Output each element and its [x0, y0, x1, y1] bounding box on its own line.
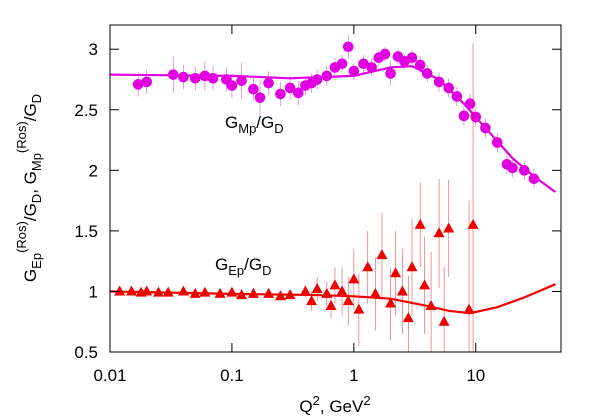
y-axis-label: GEp(Ros)/GD, GMp(Ros)/GD	[14, 94, 44, 282]
point	[348, 65, 360, 77]
point	[379, 48, 391, 60]
y-tick-label: 1.5	[74, 222, 98, 241]
point	[311, 74, 323, 85]
point	[132, 79, 144, 90]
point	[292, 87, 304, 99]
point	[348, 273, 360, 284]
point	[528, 173, 540, 185]
point	[236, 75, 247, 87]
point	[518, 165, 530, 176]
point	[369, 287, 381, 298]
point	[263, 287, 275, 298]
y-tick-label: 0.5	[74, 343, 98, 362]
x-tick-label: 1	[349, 366, 358, 385]
point	[390, 267, 402, 278]
point	[414, 59, 426, 71]
point	[254, 92, 266, 103]
y-tick-label: 3	[89, 40, 98, 59]
point	[433, 227, 445, 238]
annotation: GEp/GD	[215, 255, 271, 278]
fit-line	[110, 283, 556, 315]
point	[463, 303, 475, 314]
point	[329, 279, 341, 290]
fit-line	[110, 65, 557, 194]
point	[306, 295, 318, 306]
point	[402, 312, 414, 323]
x-tick-label: 0.01	[93, 366, 126, 385]
point	[178, 71, 189, 83]
plot-area	[110, 34, 557, 352]
y-tick-label: 2	[89, 161, 98, 180]
annotation: GMp/GD	[225, 113, 284, 136]
point	[226, 286, 238, 297]
point	[406, 52, 418, 63]
point	[248, 83, 259, 95]
point	[419, 279, 431, 290]
point	[353, 303, 365, 314]
point	[342, 41, 354, 53]
point	[358, 58, 369, 70]
point	[414, 218, 426, 229]
y-tick-label: 2.5	[74, 101, 98, 120]
point	[507, 162, 518, 174]
point	[458, 110, 470, 122]
point	[299, 285, 311, 296]
point	[406, 261, 418, 272]
point	[199, 286, 211, 297]
point	[385, 68, 396, 79]
x-tick-label: 0.1	[220, 366, 244, 385]
frame	[109, 24, 562, 353]
point	[275, 88, 286, 100]
point	[342, 295, 354, 306]
point	[284, 82, 296, 94]
point	[443, 222, 455, 233]
point	[263, 77, 274, 89]
point	[114, 285, 126, 296]
point	[385, 297, 397, 308]
point	[125, 285, 137, 296]
point	[467, 218, 479, 229]
point	[336, 58, 348, 70]
point	[376, 249, 388, 260]
point	[141, 76, 153, 88]
point	[226, 80, 238, 91]
y-tick-label: 1	[89, 282, 98, 301]
point	[362, 261, 374, 272]
point	[336, 285, 348, 296]
x-tick-label: 10	[466, 366, 485, 385]
point	[247, 287, 259, 298]
point	[438, 315, 450, 326]
point	[325, 299, 337, 310]
point	[396, 285, 408, 296]
x-axis-label: Q2, GeV2	[299, 393, 370, 416]
point	[311, 283, 323, 294]
